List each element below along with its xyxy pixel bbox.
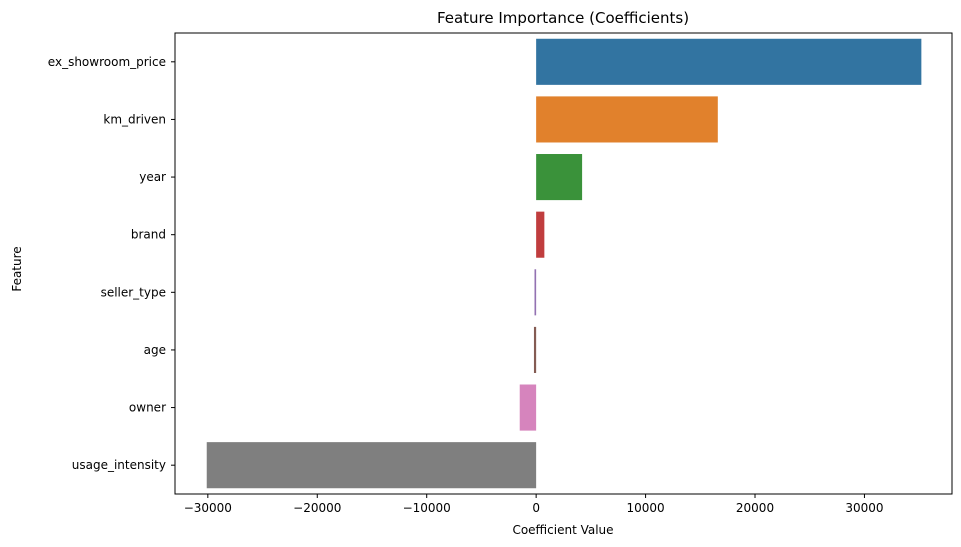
bar-owner [519, 384, 537, 431]
x-tick-label: −10000 [403, 501, 451, 515]
y-tick-label: seller_type [101, 285, 166, 299]
x-axis-ticks: −30000 −20000 −10000 0 10000 20000 30000 [184, 494, 884, 515]
y-tick-label: km_driven [103, 112, 166, 126]
y-tick-label: ex_showroom_price [48, 55, 166, 69]
bar-brand [536, 211, 545, 258]
x-tick-label: 0 [532, 501, 540, 515]
y-tick-label: owner [129, 401, 166, 415]
bar-usage-intensity [206, 442, 537, 489]
y-tick-label: age [144, 343, 166, 357]
bar-seller-type [534, 269, 537, 316]
x-axis-label: Coefficient Value [512, 523, 613, 537]
x-tick-label: −30000 [184, 501, 232, 515]
y-tick-label: brand [131, 228, 166, 242]
x-tick-label: 10000 [626, 501, 664, 515]
bar-km-driven [536, 96, 718, 143]
bars-group [206, 38, 922, 489]
bar-age [533, 326, 537, 373]
y-axis-label: Feature [10, 246, 24, 291]
x-tick-label: −20000 [293, 501, 341, 515]
bar-year [536, 154, 583, 201]
plot-frame [174, 32, 953, 495]
x-tick-label: 20000 [736, 501, 774, 515]
y-tick-label: usage_intensity [72, 458, 166, 472]
chart-title: Feature Importance (Coefficients) [437, 9, 689, 27]
x-tick-label: 30000 [845, 501, 883, 515]
y-tick-label: year [139, 170, 166, 184]
bar-ex-showroom-price [536, 38, 922, 85]
